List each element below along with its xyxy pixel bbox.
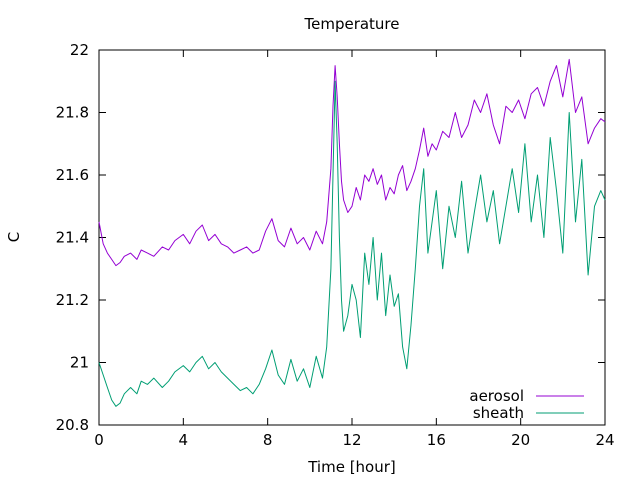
x-tick-label: 16 <box>427 431 446 449</box>
series-layer <box>98 58 606 407</box>
y-tick-label: 21.8 <box>56 104 89 122</box>
x-tick-label: 4 <box>179 431 189 449</box>
x-tick-label: 8 <box>263 431 273 449</box>
y-tick-label: 21.6 <box>56 166 89 184</box>
series-line-aerosol <box>98 58 606 267</box>
y-tick-label: 21.4 <box>56 229 89 247</box>
legend-label-aerosol: aerosol <box>469 387 524 405</box>
x-tick-label: 20 <box>511 431 530 449</box>
y-tick-label: 21.2 <box>56 291 89 309</box>
y-tick-label: 20.8 <box>56 416 89 434</box>
y-axis-label: C <box>5 232 23 242</box>
x-tick-label: 24 <box>595 431 614 449</box>
x-axis-label: Time [hour] <box>307 458 396 476</box>
x-tick-label: 0 <box>94 431 104 449</box>
y-tick-label: 22 <box>70 41 89 59</box>
legend-label-sheath: sheath <box>473 404 524 422</box>
y-axis: 20.8 21 21.2 21.4 21.6 21.8 22 <box>56 41 605 434</box>
chart-title: Temperature <box>303 15 399 33</box>
series-line-sheath <box>98 80 606 407</box>
y-tick-label: 21 <box>70 354 89 372</box>
plot-area: 0 4 8 12 16 20 24 20.8 21 21.2 21.4 21.6 21.8 22 <box>56 41 615 449</box>
x-tick-label: 12 <box>342 431 361 449</box>
x-axis: 0 4 8 12 16 20 24 <box>94 50 615 449</box>
